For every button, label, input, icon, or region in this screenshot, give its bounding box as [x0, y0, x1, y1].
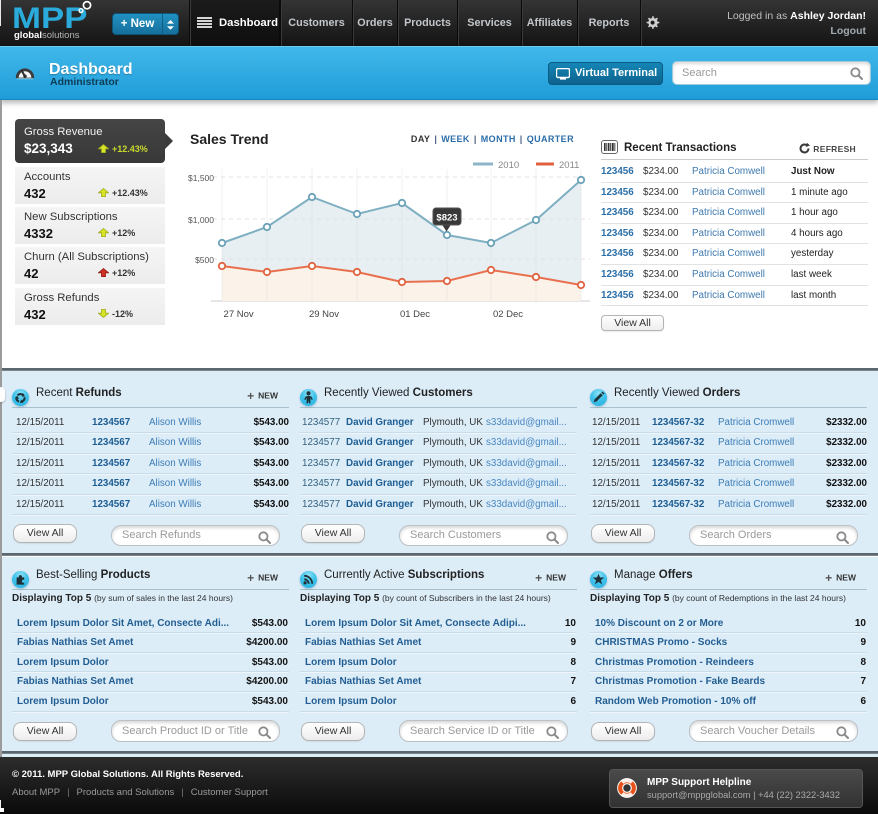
svg-text:01 Dec: 01 Dec: [400, 309, 430, 320]
svg-text:2010: 2010: [498, 160, 519, 171]
svg-text:$1,500: $1,500: [188, 173, 214, 183]
svg-text:$500: $500: [195, 255, 214, 265]
svg-text:29 Nov: 29 Nov: [309, 309, 339, 320]
svg-text:02 Dec: 02 Dec: [493, 309, 523, 320]
svg-text:$1,000: $1,000: [188, 215, 214, 225]
svg-text:$823: $823: [436, 213, 457, 224]
svg-text:27 Nov: 27 Nov: [224, 309, 254, 320]
svg-text:2011: 2011: [559, 160, 579, 171]
